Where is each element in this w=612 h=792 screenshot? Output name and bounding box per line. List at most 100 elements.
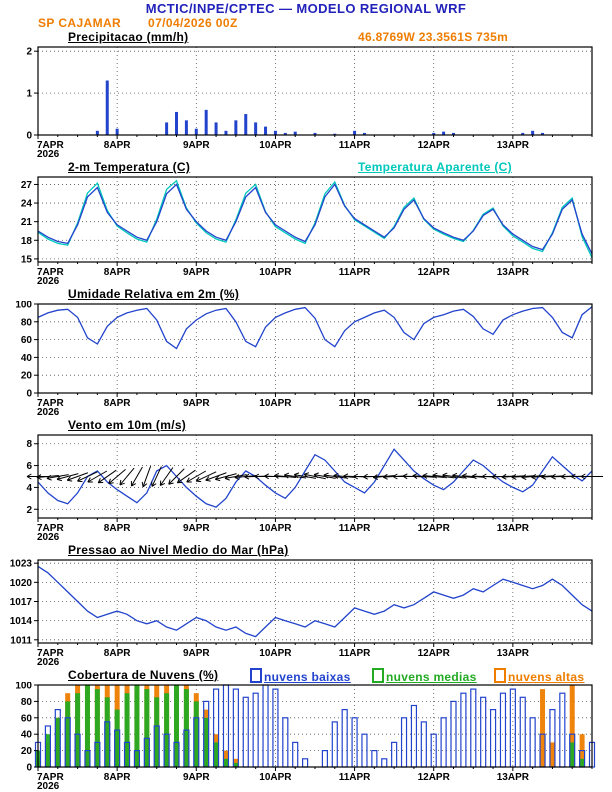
svg-text:8APR: 8APR bbox=[104, 398, 131, 409]
temperature-header: 2-m Temperatura (C) Temperatura Aparente… bbox=[0, 159, 612, 174]
svg-text:9APR: 9APR bbox=[183, 398, 210, 409]
mid-clouds-legend-label: nuvens medias bbox=[386, 670, 477, 684]
svg-text:0: 0 bbox=[26, 389, 32, 400]
svg-text:11APR: 11APR bbox=[339, 140, 371, 151]
svg-text:9APR: 9APR bbox=[183, 523, 210, 534]
svg-text:100: 100 bbox=[15, 301, 32, 311]
svg-text:9APR: 9APR bbox=[183, 648, 210, 659]
svg-text:11APR: 11APR bbox=[339, 267, 371, 278]
precipitation-header: Precipitacao (mm/h) 46.8769W 23.3561S 73… bbox=[0, 29, 612, 44]
legend-apparent-temperature: Temperatura Aparente (C) bbox=[358, 160, 512, 174]
svg-text:20: 20 bbox=[21, 746, 33, 757]
chart-pressure: Pressao ao Nivel Medio do Mar (hPa) 1011… bbox=[0, 542, 612, 667]
svg-text:24: 24 bbox=[21, 199, 33, 210]
svg-text:21: 21 bbox=[21, 217, 33, 228]
svg-text:12APR: 12APR bbox=[418, 267, 451, 278]
svg-text:12APR: 12APR bbox=[418, 398, 451, 409]
svg-text:8APR: 8APR bbox=[104, 648, 131, 659]
mid-clouds-legend-square-icon bbox=[372, 668, 384, 683]
svg-text:0: 0 bbox=[26, 763, 32, 774]
chart-temperature: 2-m Temperatura (C) Temperatura Aparente… bbox=[0, 159, 612, 286]
legend-mid-clouds: nuvens medias bbox=[372, 668, 477, 684]
chart-title-pressure: Pressao ao Nivel Medio do Mar (hPa) bbox=[68, 543, 289, 557]
svg-text:11APR: 11APR bbox=[339, 772, 371, 783]
svg-text:80: 80 bbox=[21, 317, 33, 328]
svg-text:1017: 1017 bbox=[10, 597, 33, 608]
svg-text:10APR: 10APR bbox=[259, 398, 292, 409]
run-datetime: 07/04/2026 00Z bbox=[148, 16, 238, 30]
svg-text:7APR: 7APR bbox=[37, 648, 64, 659]
svg-text:8APR: 8APR bbox=[104, 267, 131, 278]
high-clouds-legend-label: nuvens altas bbox=[508, 670, 585, 684]
svg-text:0: 0 bbox=[26, 131, 32, 142]
svg-text:11APR: 11APR bbox=[339, 648, 371, 659]
svg-text:8APR: 8APR bbox=[104, 523, 131, 534]
chart-title-wind: Vento em 10m (m/s) bbox=[68, 418, 187, 432]
svg-text:1020: 1020 bbox=[10, 578, 33, 589]
legend-high-clouds: nuvens altas bbox=[494, 668, 584, 684]
svg-text:8APR: 8APR bbox=[104, 772, 131, 783]
svg-text:12APR: 12APR bbox=[418, 523, 451, 534]
svg-text:7APR: 7APR bbox=[37, 140, 64, 151]
svg-text:60: 60 bbox=[21, 713, 33, 724]
svg-text:18: 18 bbox=[21, 236, 33, 247]
svg-text:6: 6 bbox=[26, 461, 32, 472]
low-clouds-legend-label: nuvens baixas bbox=[264, 670, 351, 684]
chart-title-cloud-cover: Cobertura de Nuvens (%) bbox=[68, 668, 219, 682]
svg-text:20: 20 bbox=[21, 371, 33, 382]
svg-text:1014: 1014 bbox=[10, 616, 33, 627]
chart-title-temperature: 2-m Temperatura (C) bbox=[68, 160, 191, 174]
svg-text:10APR: 10APR bbox=[259, 140, 292, 151]
low-clouds-legend-square-icon bbox=[250, 668, 262, 683]
svg-text:1011: 1011 bbox=[10, 635, 32, 646]
svg-text:12APR: 12APR bbox=[418, 648, 451, 659]
svg-text:1: 1 bbox=[26, 89, 32, 100]
high-clouds-legend-square-icon bbox=[494, 668, 506, 683]
svg-text:2026: 2026 bbox=[37, 276, 60, 286]
svg-text:7APR: 7APR bbox=[37, 398, 64, 409]
svg-text:10APR: 10APR bbox=[259, 648, 292, 659]
svg-text:8APR: 8APR bbox=[104, 140, 131, 151]
svg-text:80: 80 bbox=[21, 697, 33, 708]
svg-text:13APR: 13APR bbox=[497, 398, 530, 409]
wind-header: Vento em 10m (m/s) bbox=[0, 417, 612, 432]
legend-low-clouds: nuvens baixas bbox=[250, 668, 351, 684]
svg-text:9APR: 9APR bbox=[183, 140, 210, 151]
svg-text:13APR: 13APR bbox=[497, 772, 530, 783]
svg-text:2026: 2026 bbox=[37, 532, 60, 542]
svg-text:13APR: 13APR bbox=[497, 267, 530, 278]
station-name: SP CAJAMAR bbox=[38, 16, 122, 30]
svg-text:100: 100 bbox=[15, 682, 32, 692]
svg-text:11APR: 11APR bbox=[339, 523, 371, 534]
svg-text:60: 60 bbox=[21, 335, 33, 346]
chart-wind: Vento em 10m (m/s) 2 4 6 8 7APR 2026 8APR 9APR 1… bbox=[0, 417, 612, 542]
svg-text:9APR: 9APR bbox=[183, 267, 210, 278]
svg-text:10APR: 10APR bbox=[259, 772, 292, 783]
svg-text:7APR: 7APR bbox=[37, 772, 64, 783]
svg-text:40: 40 bbox=[21, 730, 33, 741]
svg-text:9APR: 9APR bbox=[183, 772, 210, 783]
svg-text:27: 27 bbox=[21, 180, 33, 191]
svg-text:7APR: 7APR bbox=[37, 267, 64, 278]
subtitle-row: SP CAJAMAR 07/04/2026 00Z bbox=[0, 16, 612, 30]
svg-text:2026: 2026 bbox=[37, 657, 60, 667]
svg-text:13APR: 13APR bbox=[497, 140, 530, 151]
cloud-cover-header: Cobertura de Nuvens (%) nuvens baixas nu… bbox=[0, 667, 612, 684]
pressure-header: Pressao ao Nivel Medio do Mar (hPa) bbox=[0, 542, 612, 557]
svg-text:8: 8 bbox=[26, 439, 32, 450]
svg-text:2026: 2026 bbox=[37, 149, 60, 159]
svg-text:12APR: 12APR bbox=[418, 772, 451, 783]
svg-text:13APR: 13APR bbox=[497, 523, 530, 534]
svg-text:15: 15 bbox=[21, 254, 33, 265]
svg-text:2: 2 bbox=[26, 47, 32, 58]
svg-text:40: 40 bbox=[21, 353, 33, 364]
svg-text:11APR: 11APR bbox=[339, 398, 371, 409]
svg-text:10APR: 10APR bbox=[259, 523, 292, 534]
svg-text:2026: 2026 bbox=[37, 407, 60, 417]
